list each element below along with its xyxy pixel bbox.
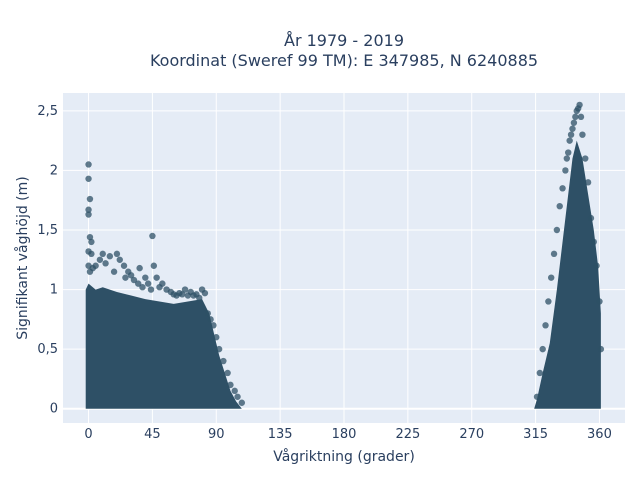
- chart-title-line1: År 1979 - 2019: [284, 31, 404, 50]
- data-point: [147, 286, 155, 293]
- y-axis-title: Signifikant våghöjd (m): [14, 176, 31, 339]
- data-point: [116, 256, 123, 263]
- data-point: [533, 393, 541, 400]
- data-point: [539, 345, 546, 353]
- data-point: [130, 276, 138, 284]
- data-point: [569, 125, 576, 132]
- x-tick-label: 0: [84, 427, 92, 442]
- data-point: [213, 334, 220, 341]
- x-tick-label: 225: [395, 427, 420, 442]
- x-tick-label: 45: [144, 427, 161, 442]
- data-point: [201, 289, 209, 297]
- data-point: [210, 322, 217, 329]
- data-point: [122, 274, 129, 281]
- data-point: [153, 274, 160, 281]
- data-point: [556, 202, 563, 210]
- y-tick-label: 1,5: [37, 223, 58, 238]
- point-cloud-north: [534, 140, 601, 409]
- data-point: [102, 260, 109, 267]
- y-tick-label: 1: [50, 283, 58, 298]
- y-tick-label: 0: [50, 402, 58, 417]
- x-tick-label: 315: [523, 427, 548, 442]
- x-axis-title: Vågriktning (grader): [273, 448, 415, 465]
- x-axis-ticks: 0 45 90 135 180 225 270 315 360: [84, 427, 611, 442]
- data-point: [106, 253, 114, 260]
- data-point: [579, 131, 586, 138]
- data-point: [220, 357, 227, 365]
- y-axis-ticks: 0 0,5 1 1,5 2 2,5: [37, 104, 58, 417]
- data-point: [238, 399, 246, 406]
- data-point: [207, 316, 214, 323]
- data-point: [550, 250, 558, 258]
- data-point: [196, 294, 203, 302]
- data-point: [224, 369, 231, 377]
- data-point: [553, 226, 561, 234]
- point-cloud-east: [85, 283, 242, 409]
- y-tick-label: 2,5: [37, 104, 58, 119]
- data-point: [565, 149, 572, 156]
- x-tick-label: 360: [587, 427, 612, 442]
- grid-lines: [63, 93, 625, 423]
- data-point: [545, 298, 552, 305]
- data-point: [150, 262, 158, 269]
- data-point: [85, 206, 92, 213]
- data-point: [99, 250, 106, 258]
- data-point: [593, 262, 600, 269]
- data-point: [584, 179, 592, 186]
- data-point: [204, 310, 211, 317]
- data-point: [548, 274, 555, 281]
- data-point: [144, 280, 152, 287]
- data-point: [576, 101, 583, 109]
- data-point: [597, 345, 605, 353]
- data-point: [96, 256, 104, 263]
- x-tick-label: 180: [332, 427, 357, 442]
- data-point: [85, 211, 92, 218]
- data-point: [85, 175, 92, 182]
- data-point: [542, 322, 549, 329]
- data-point: [142, 274, 149, 281]
- data-point: [582, 155, 589, 162]
- data-point: [181, 286, 189, 293]
- data-point: [149, 232, 156, 240]
- data-point: [587, 214, 595, 222]
- data-point: [113, 250, 121, 258]
- data-point: [567, 131, 575, 138]
- chart-title-line2: Koordinat (Sweref 99 TM): E 347985, N 62…: [150, 51, 538, 70]
- data-point: [562, 167, 569, 174]
- data-point: [88, 238, 95, 246]
- data-points: [85, 101, 605, 406]
- x-tick-label: 270: [459, 427, 484, 442]
- data-point: [563, 155, 571, 162]
- data-point: [577, 113, 585, 121]
- data-point: [92, 262, 99, 269]
- data-point: [566, 137, 573, 144]
- data-point: [570, 119, 578, 126]
- data-point: [85, 161, 92, 168]
- data-point: [120, 262, 128, 269]
- y-tick-label: 2: [50, 163, 58, 178]
- data-point: [596, 298, 603, 305]
- data-point: [88, 250, 95, 258]
- data-point: [234, 393, 241, 400]
- data-point: [572, 113, 579, 121]
- data-point: [135, 280, 142, 287]
- data-point: [215, 345, 223, 353]
- data-point: [179, 291, 186, 298]
- x-tick-label: 90: [208, 427, 225, 442]
- data-point: [590, 238, 597, 246]
- data-point: [536, 369, 544, 377]
- data-point: [86, 195, 94, 203]
- dense-point-clouds: [85, 140, 601, 409]
- data-point: [227, 381, 234, 389]
- data-point: [559, 185, 566, 192]
- data-point: [139, 283, 146, 291]
- data-point: [136, 264, 143, 272]
- data-point: [110, 268, 118, 275]
- x-tick-label: 135: [268, 427, 293, 442]
- y-tick-label: 0,5: [37, 342, 58, 357]
- data-point: [127, 272, 135, 279]
- data-point: [159, 280, 166, 287]
- data-point: [231, 387, 238, 395]
